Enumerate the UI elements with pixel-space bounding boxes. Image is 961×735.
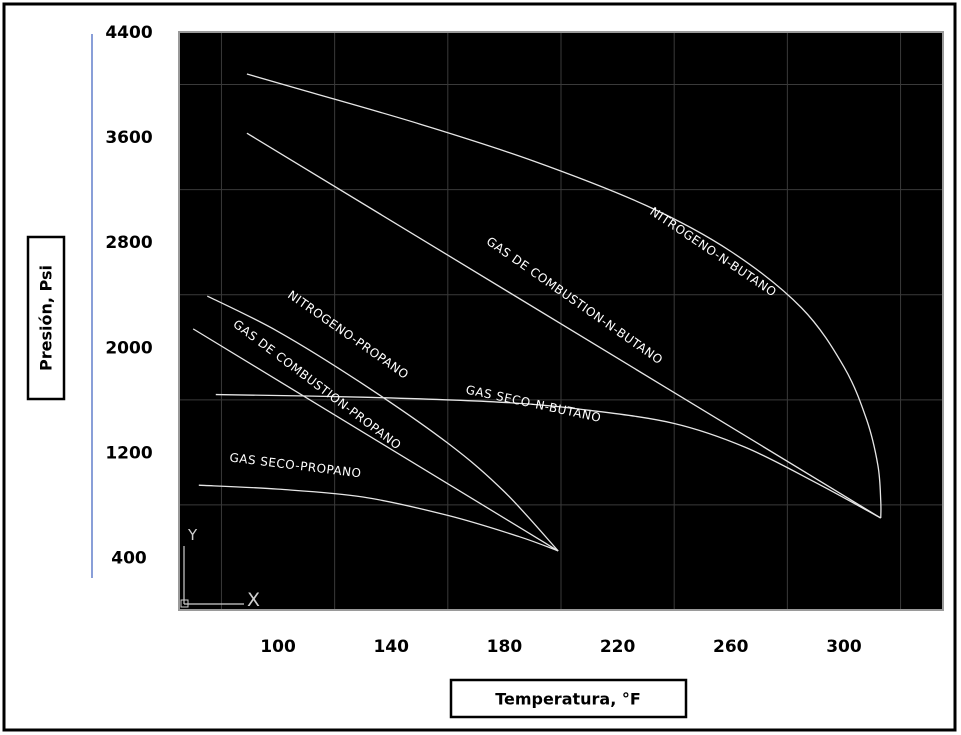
y-axis-title: Presión, Psi: [37, 265, 56, 371]
y-tick-2800: 2800: [105, 233, 152, 253]
series-line-5: [198, 484, 559, 552]
y-tick-4400: 4400: [105, 23, 152, 43]
y-tick-2000: 2000: [105, 338, 152, 358]
x-tick-100: 100: [260, 637, 296, 657]
ucs-corner-marker: Y X: [180, 526, 260, 611]
y-axis-title-box: Presión, Psi: [26, 235, 66, 401]
x-tick-140: 140: [373, 637, 409, 657]
x-tick-180: 180: [487, 637, 523, 657]
series-line-4: [192, 328, 559, 552]
x-axis-title-box: Temperatura, °F: [449, 678, 688, 719]
series-line-2: [215, 393, 882, 519]
ucs-x-letter: X: [247, 589, 260, 611]
y-tick-labels: 400 1200 2000 2800 3600 4400: [105, 23, 152, 568]
ucs-origin-box: [180, 599, 189, 608]
ucs-y-letter: Y: [187, 526, 198, 544]
x-tick-300: 300: [826, 637, 862, 657]
x-axis-title-frame: [449, 678, 688, 719]
y-tick-3600: 3600: [105, 128, 152, 148]
y-axis-title-frame: [26, 235, 66, 401]
series-line-3: [207, 295, 559, 552]
x-tick-220: 220: [600, 637, 636, 657]
x-tick-labels: 100 140 180 220 260 300: [260, 637, 862, 657]
gridlines: [180, 33, 942, 609]
y-tick-1200: 1200: [105, 443, 152, 463]
series-lines: [192, 73, 882, 552]
x-axis-title: Temperatura, °F: [495, 690, 641, 709]
series-line-1: [246, 132, 882, 519]
x-tick-260: 260: [713, 637, 749, 657]
y-tick-400: 400: [111, 548, 147, 568]
series-line-0: [246, 73, 882, 519]
